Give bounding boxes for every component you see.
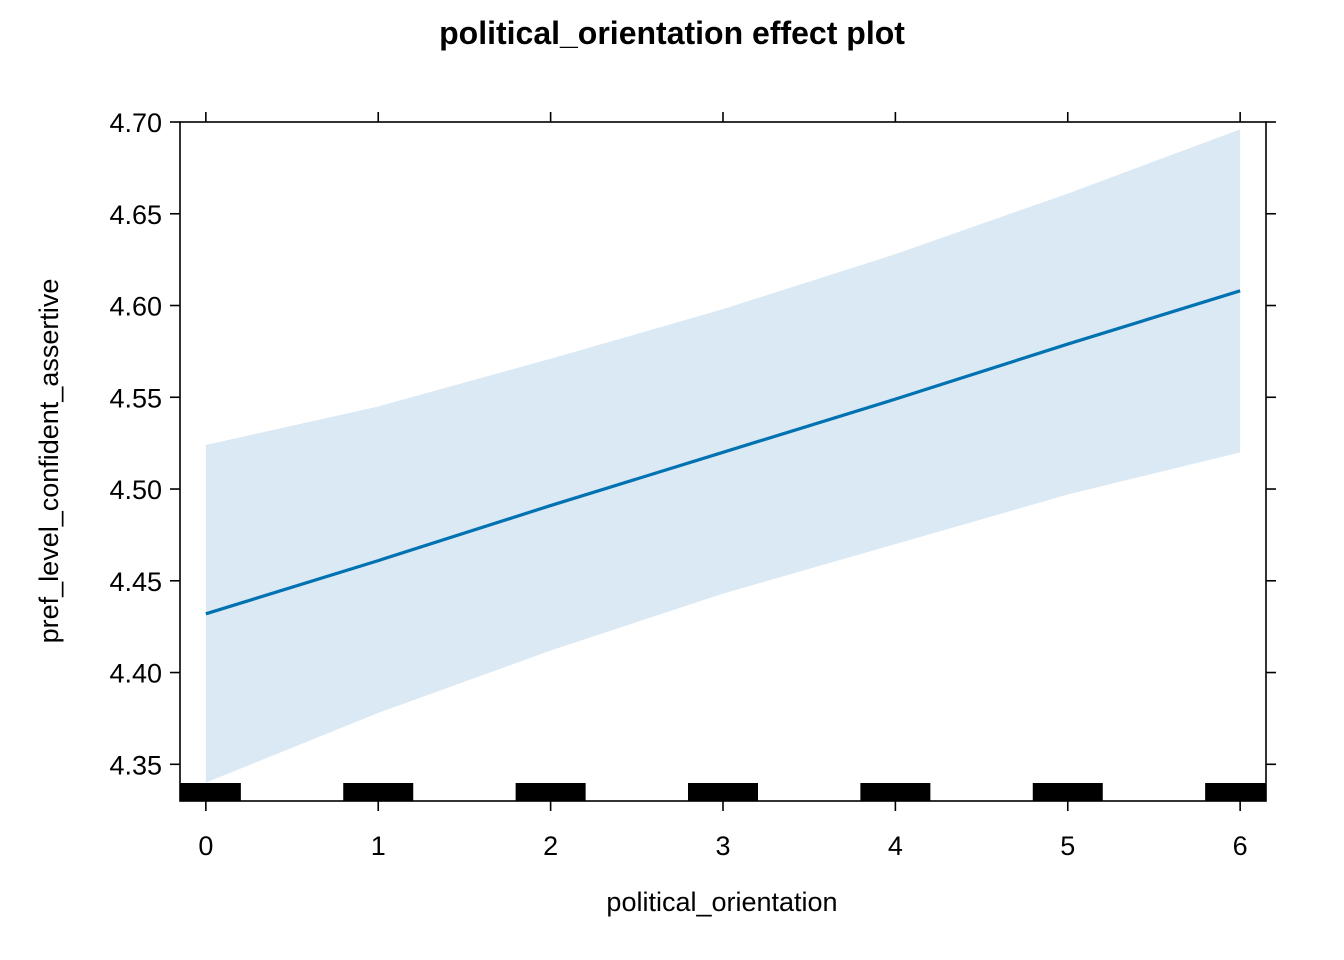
y-tick-label: 4.55	[109, 383, 162, 413]
x-axis-label: political_orientation	[606, 887, 837, 917]
y-tick-label: 4.65	[109, 200, 162, 230]
rug-mark	[1205, 783, 1266, 801]
x-tick-label: 4	[888, 831, 903, 861]
rug-mark	[343, 783, 414, 801]
x-tick-label: 1	[371, 831, 386, 861]
y-axis-label: pref_level_confident_assertive	[34, 279, 64, 644]
rug-mark	[688, 783, 758, 801]
y-tick-label: 4.45	[109, 567, 162, 597]
y-tick-label: 4.50	[109, 475, 162, 505]
rug-mark	[1032, 783, 1103, 801]
plot-area: 0 1 2 3 4 5 6 4.35 4.40 4.45 4.50 4.55 4.60 4.65 4.70	[109, 108, 1276, 861]
rug-mark	[180, 783, 241, 801]
x-tick-label: 6	[1233, 831, 1248, 861]
y-tick-label: 4.40	[109, 659, 162, 689]
x-tick-label: 0	[198, 831, 213, 861]
y-tick-label: 4.60	[109, 292, 162, 322]
x-tick-label: 3	[715, 831, 730, 861]
x-tick-label: 2	[543, 831, 558, 861]
chart-title: political_orientation effect plot	[439, 15, 905, 51]
y-tick-label: 4.35	[109, 750, 162, 780]
y-tick-label: 4.70	[109, 108, 162, 138]
x-tick-label: 5	[1060, 831, 1075, 861]
confidence-band	[205, 129, 1241, 783]
rug-mark	[515, 783, 586, 801]
rug-mark	[860, 783, 931, 801]
